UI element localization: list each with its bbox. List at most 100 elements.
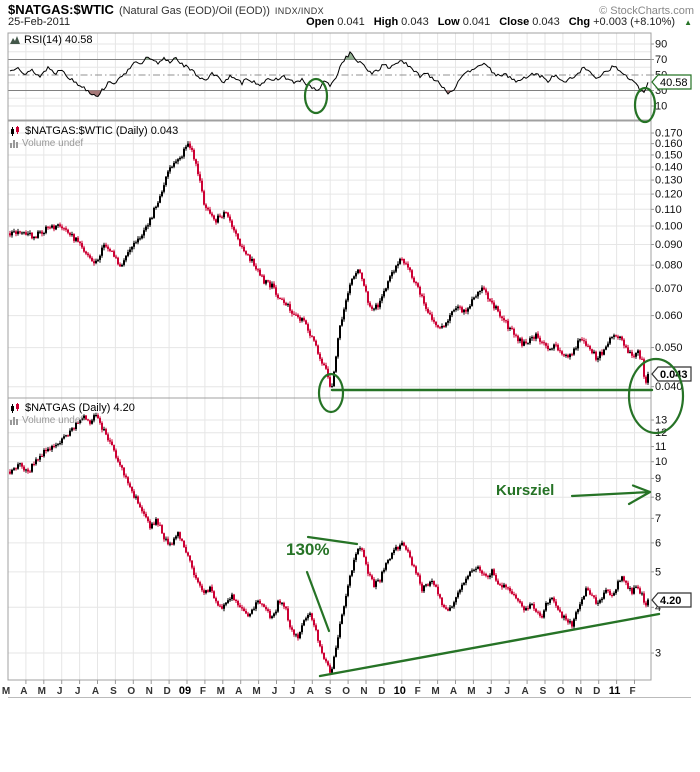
close-label: Close [499, 16, 530, 28]
candlestick-icon [11, 125, 19, 136]
ng-volume-text: Volume undef [22, 415, 84, 426]
month-label: 09 [179, 685, 191, 697]
axis-labels: 90705030100.1700.1600.1500.1400.1300.120… [2, 39, 683, 698]
high-value: 0.043 [401, 16, 429, 28]
candlestick-icon [11, 402, 19, 413]
month-label: F [629, 686, 635, 697]
quote-strip: Open 0.041 High 0.043 Low 0.041 Close 0.043 … [306, 16, 692, 28]
pct-measure-line-down [305, 570, 331, 633]
month-label: F [200, 686, 206, 697]
main-panel-border [7, 120, 652, 399]
rsi-panel-title-text: RSI(14) 40.58 [24, 34, 93, 46]
month-label: J [504, 686, 510, 697]
y-tick-label: 0.130 [655, 175, 683, 187]
month-label: D [593, 686, 600, 697]
month-label: A [20, 686, 27, 697]
y-tick-label: 10 [655, 101, 667, 113]
main-volume-text: Volume undef [22, 138, 84, 149]
y-tick-label: 3 [655, 648, 661, 660]
open-value: 0.041 [337, 16, 365, 28]
ng-candles [9, 412, 649, 675]
month-label: M [252, 686, 260, 697]
y-tick-label: 0.080 [655, 260, 683, 272]
quote-chg: Chg +0.003 (+8.10%) [569, 16, 675, 28]
main-candles [9, 141, 649, 388]
rsi-oversold-fill [88, 90, 102, 97]
month-label: D [163, 686, 170, 697]
rsi-line [9, 50, 649, 97]
y-tick-label: 70 [655, 54, 667, 66]
open-label: Open [306, 16, 335, 28]
y-tick-label: 13 [655, 415, 667, 427]
rsi-overbought-fill [344, 51, 356, 60]
month-label: J [487, 686, 493, 697]
main-panel-title-text: $NATGAS:$WTIC (Daily) 0.043 [25, 125, 179, 137]
quote-high: High 0.043 [374, 16, 429, 28]
y-tick-label: 0.110 [655, 204, 682, 216]
month-label: 11 [609, 685, 621, 697]
month-label: D [378, 686, 385, 697]
rsi-overbought-fill [144, 57, 152, 60]
month-label: 10 [394, 685, 406, 697]
kursziel-arrow [570, 484, 652, 506]
y-tick-label: 4 [655, 602, 661, 614]
main-volume-label: Volume undef [10, 138, 83, 149]
pct-measure-line-top [306, 535, 359, 546]
month-label: S [540, 686, 547, 697]
y-tick-label: 0.050 [655, 342, 683, 354]
y-tick-label: 0.150 [655, 150, 683, 162]
header-row-2: 25-Feb-2011 Open 0.041 High 0.043 Low 0.041… [8, 16, 692, 28]
quote-close: Close 0.043 [499, 16, 560, 28]
ng-panel-title-text: $NATGAS (Daily) 4.20 [25, 402, 135, 414]
main-value-box: 0.043 [651, 366, 692, 382]
main-value-box-text: 0.043 [660, 369, 688, 381]
month-label: M [38, 686, 46, 697]
month-label: J [290, 686, 296, 697]
y-tick-label: 0.140 [655, 162, 683, 174]
y-tick-label: 8 [655, 492, 661, 504]
month-label: O [342, 686, 350, 697]
main-2009-low-circle [317, 372, 345, 414]
month-label: N [146, 686, 153, 697]
month-label: J [57, 686, 63, 697]
y-tick-label: 0.100 [655, 221, 683, 233]
rsi-reference-lines [8, 59, 651, 91]
exchange-label: INDX/INDX [274, 6, 325, 16]
main-candles-down-wicks [9, 141, 647, 388]
rsi-value-box-text: 40.58 [660, 77, 688, 89]
month-label: M [2, 686, 10, 697]
header-row-1: $NATGAS:$WTIC (Natural Gas (EOD)/Oil (EO… [8, 2, 694, 17]
month-label: S [110, 686, 117, 697]
y-tick-label: 0.120 [655, 189, 683, 201]
rsi-value-box: 40.58 [651, 74, 692, 90]
ng-panel-border [7, 397, 652, 681]
month-label: A [307, 686, 314, 697]
main-current-circle [627, 357, 685, 435]
low-label: Low [437, 16, 460, 28]
y-tick-label: 0.090 [655, 239, 683, 251]
ng-value-box-text: 4.20 [660, 595, 681, 607]
month-label: A [235, 686, 242, 697]
low-value: 0.041 [462, 16, 491, 28]
main-panel-title: $NATGAS:$WTIC (Daily) 0.043 [10, 125, 178, 137]
ng-panel-title: $NATGAS (Daily) 4.20 [10, 402, 135, 414]
quote-low: Low 0.041 [438, 16, 491, 28]
month-label: O [557, 686, 565, 697]
green-annotations [303, 77, 685, 678]
month-label: S [325, 686, 332, 697]
quote-open: Open 0.041 [306, 16, 365, 28]
month-label: J [272, 686, 278, 697]
volume-bars-icon [10, 140, 18, 148]
month-label: M [431, 686, 439, 697]
month-label: A [521, 686, 528, 697]
y-tick-label: 10 [655, 456, 667, 468]
chg-up-icon: ▲ [684, 18, 692, 27]
month-label: M [217, 686, 225, 697]
month-label: N [360, 686, 367, 697]
month-label: M [467, 686, 475, 697]
ng-trendline [318, 612, 661, 678]
y-tick-label: 0.160 [655, 138, 683, 150]
month-label: F [415, 686, 421, 697]
month-label: A [450, 686, 457, 697]
